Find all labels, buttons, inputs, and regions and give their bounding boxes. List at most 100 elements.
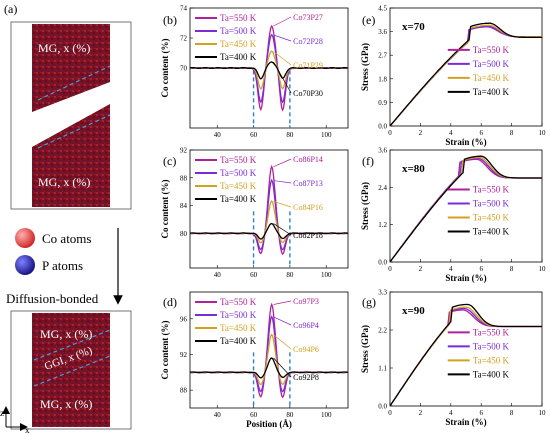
co-atoms-legend: Co atoms (42, 231, 91, 246)
composition-label: Co96P4 (293, 321, 319, 330)
series-line (389, 155, 542, 263)
x-tick-label: 80 (286, 131, 294, 139)
y-tick-label: 88 (180, 387, 188, 395)
y-tick-label: 80 (180, 230, 188, 238)
x-tick-label: 4 (449, 265, 453, 273)
chart-g: (g) 0 2 4 6 8 10 0.0 1.1 2.2 3.3 Stress (GPa) Strain… (360, 289, 546, 428)
series-line (389, 22, 542, 127)
legend-label: Ta=500 K (220, 26, 257, 36)
plot-frame (389, 7, 543, 127)
mg-bonded-bottom-text: MG, x (%) (40, 397, 92, 411)
legend-label: Ta=450 K (220, 181, 257, 191)
plot-frame (189, 149, 349, 269)
series-line (190, 178, 348, 251)
legend-label: Ta=500 K (220, 168, 257, 178)
legend-label: Ta=500 K (220, 310, 257, 320)
callout-line (273, 61, 292, 94)
panel-a: (a) MG, x (%) MG, x (%) Co atoms P atoms… (0, 2, 132, 435)
y-tick-label: 0.0 (378, 123, 387, 131)
x-axis-label: Position (Å) (246, 419, 292, 429)
composition-label: Co86P14 (293, 155, 323, 164)
legend-label: Ta=400 K (473, 87, 510, 97)
y-axis-label: Co content (%) (160, 180, 170, 239)
mg-bottom-block (32, 104, 110, 207)
callout-line (273, 300, 292, 305)
panel-label: (e) (362, 13, 375, 27)
y-tick-label: 3.6 (378, 28, 387, 36)
y-tick-label: 0.0 (378, 403, 387, 411)
y-tick-label: 3.3 (378, 289, 387, 297)
legend-label: Ta=400 K (473, 369, 510, 379)
x-tick-label: 8 (510, 265, 514, 273)
mg-bonded-block (32, 313, 110, 427)
y-axis-label: Co content (%) (160, 39, 170, 98)
y-tick-label: 1.1 (378, 365, 387, 373)
x-tick-label: 80 (286, 411, 294, 419)
legend-label: Ta=400 K (220, 194, 257, 204)
x-axis-label: Strain (%) (445, 273, 486, 283)
legend-label: Ta=550 K (220, 13, 257, 23)
p-atom-icon (15, 255, 35, 275)
y-tick-label: 74 (180, 5, 188, 13)
x-tick-label: 60 (250, 131, 258, 139)
y-tick-label: 84 (180, 202, 188, 210)
legend-label: Ta=500 K (473, 341, 510, 351)
series-line (389, 25, 542, 127)
plot-frame (389, 291, 543, 407)
panel-label: (c) (163, 154, 176, 168)
composition-label: Co87P13 (293, 179, 323, 188)
plot-frame (389, 149, 543, 263)
x-tick-label: 40 (214, 131, 222, 139)
legend-label: Ta=450 K (220, 39, 257, 49)
mg-mid-text: MG, x (%) (38, 175, 90, 189)
mg-top-text: MG, x (%) (38, 41, 90, 55)
composition-annotation: x=90 (402, 305, 425, 317)
x-tick-label: 10 (539, 265, 547, 273)
chart-e: (e) 0 2 4 6 8 10 0.0 0.9 1.8 2.7 3.6 4.5 Stress (GPa)… (360, 5, 546, 148)
mg-bonded-top-text: MG, x (%) (40, 327, 92, 341)
panel-label: (f) (362, 154, 374, 168)
diffusion-label: Diffusion-bonded (6, 291, 99, 306)
x-tick-label: 4 (449, 409, 453, 417)
x-axis-label: Strain (%) (445, 417, 486, 427)
x-tick-label: 2 (419, 129, 423, 137)
legend-label: Ta=450 K (220, 323, 257, 333)
series-line (189, 357, 349, 379)
y-tick-label: 0.9 (378, 99, 387, 107)
y-tick-label: 2.4 (378, 184, 387, 192)
panel-label: (d) (163, 295, 177, 309)
y-tick-label: 2.2 (378, 327, 387, 335)
x-tick-label: 60 (250, 411, 258, 419)
co-atom-icon (15, 228, 35, 248)
chart-f: (f) 0 2 4 6 8 10 0.0 1.2 2.4 3.6 Stress (GPa) Strain… (360, 147, 546, 284)
x-tick-label: 40 (214, 271, 222, 279)
mg-top-block (32, 24, 110, 112)
x-tick-label: 10 (539, 409, 547, 417)
callout-line (273, 51, 292, 66)
composition-annotation: x=80 (402, 163, 425, 175)
x-tick-label: 0 (388, 265, 392, 273)
callout-line (273, 316, 292, 326)
composition-label: Co97P3 (293, 297, 319, 306)
p-atoms-legend: P atoms (42, 258, 83, 273)
series-line (189, 333, 348, 386)
panel-label: (b) (163, 13, 177, 27)
y-axis-label: Stress (GPa) (360, 182, 370, 230)
panel-a-top-frame (10, 21, 132, 210)
y-tick-label: 92 (180, 147, 188, 155)
y-axis-label: Stress (GPa) (360, 43, 370, 91)
x-tick-label: 2 (419, 265, 423, 273)
composition-label: Co73P27 (293, 13, 323, 22)
x-tick-label: 6 (479, 265, 483, 273)
callout-line (273, 201, 292, 208)
callout-line (273, 334, 292, 350)
panel-a-label: (a) (4, 2, 17, 16)
legend-label: Ta=550 K (473, 327, 510, 337)
series-line (189, 302, 349, 399)
y-tick-label: 2.7 (378, 52, 387, 60)
series-line (389, 307, 542, 407)
panel-a-bottom-frame (10, 310, 132, 430)
series-line (389, 306, 542, 407)
bottom-interface-line (37, 114, 111, 149)
